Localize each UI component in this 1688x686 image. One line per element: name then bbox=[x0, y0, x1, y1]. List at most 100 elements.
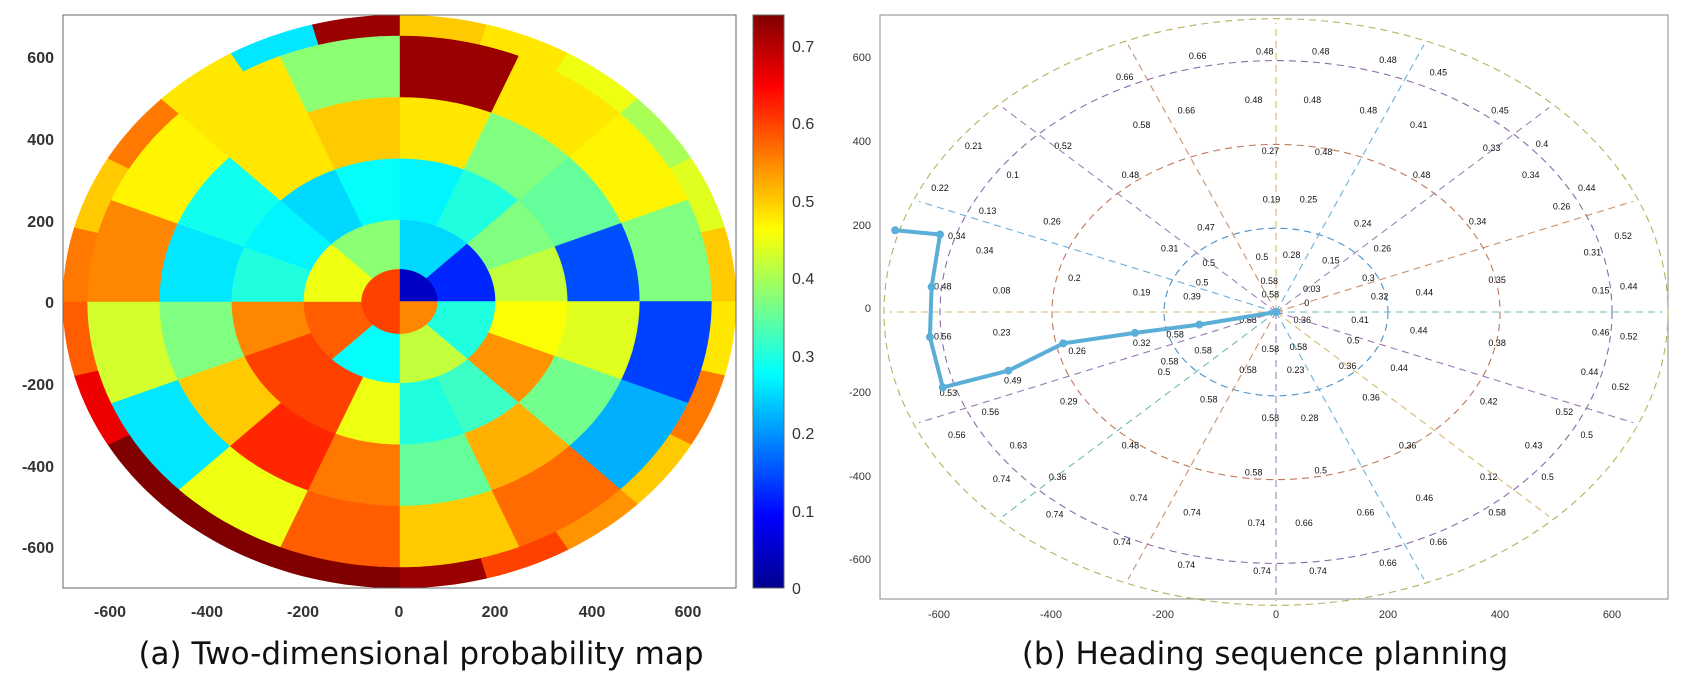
y-tick-label: -600 bbox=[22, 540, 54, 557]
cell-label: 0.52 bbox=[1054, 141, 1072, 151]
cell-label: 0.58 bbox=[1488, 507, 1506, 517]
cell-label: 0.66 bbox=[1430, 537, 1448, 547]
cell-label: 0.36 bbox=[1049, 472, 1067, 482]
cell-label: 0.58 bbox=[1262, 413, 1280, 423]
caption-b: (b) Heading sequence planning bbox=[1022, 636, 1508, 672]
polar-grid bbox=[883, 18, 1669, 606]
cell-label: 0.5 bbox=[1541, 472, 1554, 482]
cell-label: 0.32 bbox=[1133, 338, 1151, 348]
cell-label: 0.56 bbox=[934, 331, 952, 341]
cell-label: 0.58 bbox=[1262, 290, 1280, 300]
cell-label: 0.74 bbox=[1253, 566, 1271, 576]
cell-label: 0.38 bbox=[1488, 338, 1506, 348]
cell-label: 0.74 bbox=[1113, 537, 1131, 547]
x-tick-label: -400 bbox=[1040, 609, 1062, 621]
cell-label: 0.48 bbox=[1413, 170, 1431, 180]
cell-label: 0.42 bbox=[1480, 396, 1498, 406]
x-tick-label: -600 bbox=[94, 604, 126, 621]
cell-label: 0.2 bbox=[1068, 273, 1081, 283]
cell-label: 0.43 bbox=[1525, 440, 1543, 450]
y-tick-label: -400 bbox=[849, 471, 871, 483]
path-waypoint bbox=[936, 230, 944, 239]
cell-label: 0.74 bbox=[1248, 518, 1266, 528]
grid-spoke bbox=[918, 311, 1277, 424]
grid-spoke bbox=[1127, 311, 1277, 580]
cell-label: 0.12 bbox=[1480, 472, 1498, 482]
y-axis-b: 600 400 200 0 -200 -400 -600 bbox=[849, 52, 871, 566]
path-waypoint bbox=[1004, 366, 1013, 375]
plot-b-frame bbox=[879, 14, 1669, 600]
cell-label: 0.44 bbox=[1390, 363, 1408, 373]
cell-label: 0.45 bbox=[1430, 68, 1448, 78]
grid-spoke bbox=[1275, 200, 1634, 313]
cell-probability-labels: 0.03 0 0.58 0.58 0.58 0.58 0.58 0.36 0.28 0.15 0.5… bbox=[931, 47, 1637, 577]
cell-label: 0.56 bbox=[948, 430, 966, 440]
grid-spoke bbox=[1275, 311, 1550, 517]
cell-label: 0.52 bbox=[1620, 331, 1638, 341]
cell-label: 0.41 bbox=[1410, 120, 1428, 130]
cell-label: 0.1 bbox=[1007, 170, 1020, 180]
colorbar-tick-label: 0.1 bbox=[792, 504, 814, 521]
cell-label: 0.5 bbox=[1158, 367, 1171, 377]
colorbar-tick-label: 0.7 bbox=[792, 39, 814, 56]
grid-spoke bbox=[1002, 107, 1277, 313]
cell-label: 0.23 bbox=[993, 327, 1011, 337]
heading-sequence-panel: 0.03 0 0.58 0.58 0.58 0.58 0.58 0.36 0.28 0.15 0.5… bbox=[849, 14, 1669, 672]
plot-a-frame bbox=[62, 14, 737, 589]
colorbar-ticks: 0 0.1 0.2 0.3 0.4 0.5 0.6 0.7 bbox=[792, 39, 814, 598]
x-tick-label: -200 bbox=[1152, 609, 1174, 621]
cell-label: 0.44 bbox=[1410, 325, 1428, 335]
cell-label: 0.34 bbox=[1469, 216, 1487, 226]
cell-label: 0.26 bbox=[1043, 216, 1061, 226]
cell-label: 0.58 bbox=[1262, 344, 1280, 354]
cell-label: 0.63 bbox=[1010, 440, 1028, 450]
cell-label: 0.21 bbox=[965, 141, 983, 151]
colorbar-tick-label: 0 bbox=[792, 581, 801, 598]
cell-label: 0.26 bbox=[1068, 346, 1086, 356]
cell-label: 0.36 bbox=[1399, 440, 1417, 450]
colorbar-tick-label: 0.5 bbox=[792, 194, 814, 211]
cell-label: 0.66 bbox=[1116, 72, 1134, 82]
cell-label: 0.47 bbox=[1197, 223, 1215, 233]
cell-label: 0.58 bbox=[1194, 345, 1212, 355]
cell-label: 0.66 bbox=[1295, 518, 1313, 528]
cell-label: 0.58 bbox=[1290, 342, 1308, 352]
heading-path-line bbox=[895, 228, 1277, 390]
cell-label: 0.45 bbox=[1491, 105, 1509, 115]
x-tick-label: 200 bbox=[1379, 609, 1397, 621]
cell-label: 0.58 bbox=[1239, 315, 1257, 325]
path-waypoint bbox=[1130, 328, 1139, 337]
cell-label: 0.53 bbox=[940, 388, 958, 398]
x-tick-label: 600 bbox=[675, 604, 702, 621]
grid-spoke bbox=[1275, 311, 1425, 580]
cell-label: 0.48 bbox=[1315, 147, 1333, 157]
cell-label: 0.44 bbox=[1581, 367, 1599, 377]
x-axis-a: -600 -400 -200 0 200 400 600 bbox=[94, 604, 701, 621]
cell-label: 0.58 bbox=[1166, 329, 1184, 339]
cell-label: 0.52 bbox=[1612, 382, 1630, 392]
cell-label: 0.46 bbox=[1592, 327, 1610, 337]
cell-label: 0.5 bbox=[1256, 252, 1269, 262]
cell-label: 0.74 bbox=[1130, 493, 1148, 503]
cell-label: 0.39 bbox=[1183, 292, 1201, 302]
cell-label: 0.48 bbox=[1360, 105, 1378, 115]
y-tick-label: 0 bbox=[45, 295, 54, 312]
cell-label: 0.74 bbox=[1178, 560, 1196, 570]
cell-label: 0.4 bbox=[1536, 139, 1549, 149]
path-waypoint bbox=[891, 226, 900, 235]
cell-label: 0.58 bbox=[1239, 365, 1257, 375]
cell-label: 0.22 bbox=[931, 183, 949, 193]
cell-label: 0.41 bbox=[1351, 315, 1369, 325]
cell-label: 0.5 bbox=[1203, 258, 1216, 268]
cell-label: 0.28 bbox=[1301, 413, 1319, 423]
cell-label: 0.08 bbox=[993, 285, 1011, 295]
x-tick-label: 0 bbox=[1273, 609, 1279, 621]
y-tick-label: -200 bbox=[849, 387, 871, 399]
path-waypoint bbox=[938, 383, 947, 392]
cell-label: 0.03 bbox=[1303, 284, 1321, 294]
x-tick-label: -400 bbox=[191, 604, 223, 621]
x-tick-label: 400 bbox=[1491, 609, 1509, 621]
cell-label: 0.58 bbox=[1161, 357, 1179, 367]
cell-label: 0.66 bbox=[1189, 51, 1207, 61]
cell-label: 0.26 bbox=[1553, 202, 1571, 212]
